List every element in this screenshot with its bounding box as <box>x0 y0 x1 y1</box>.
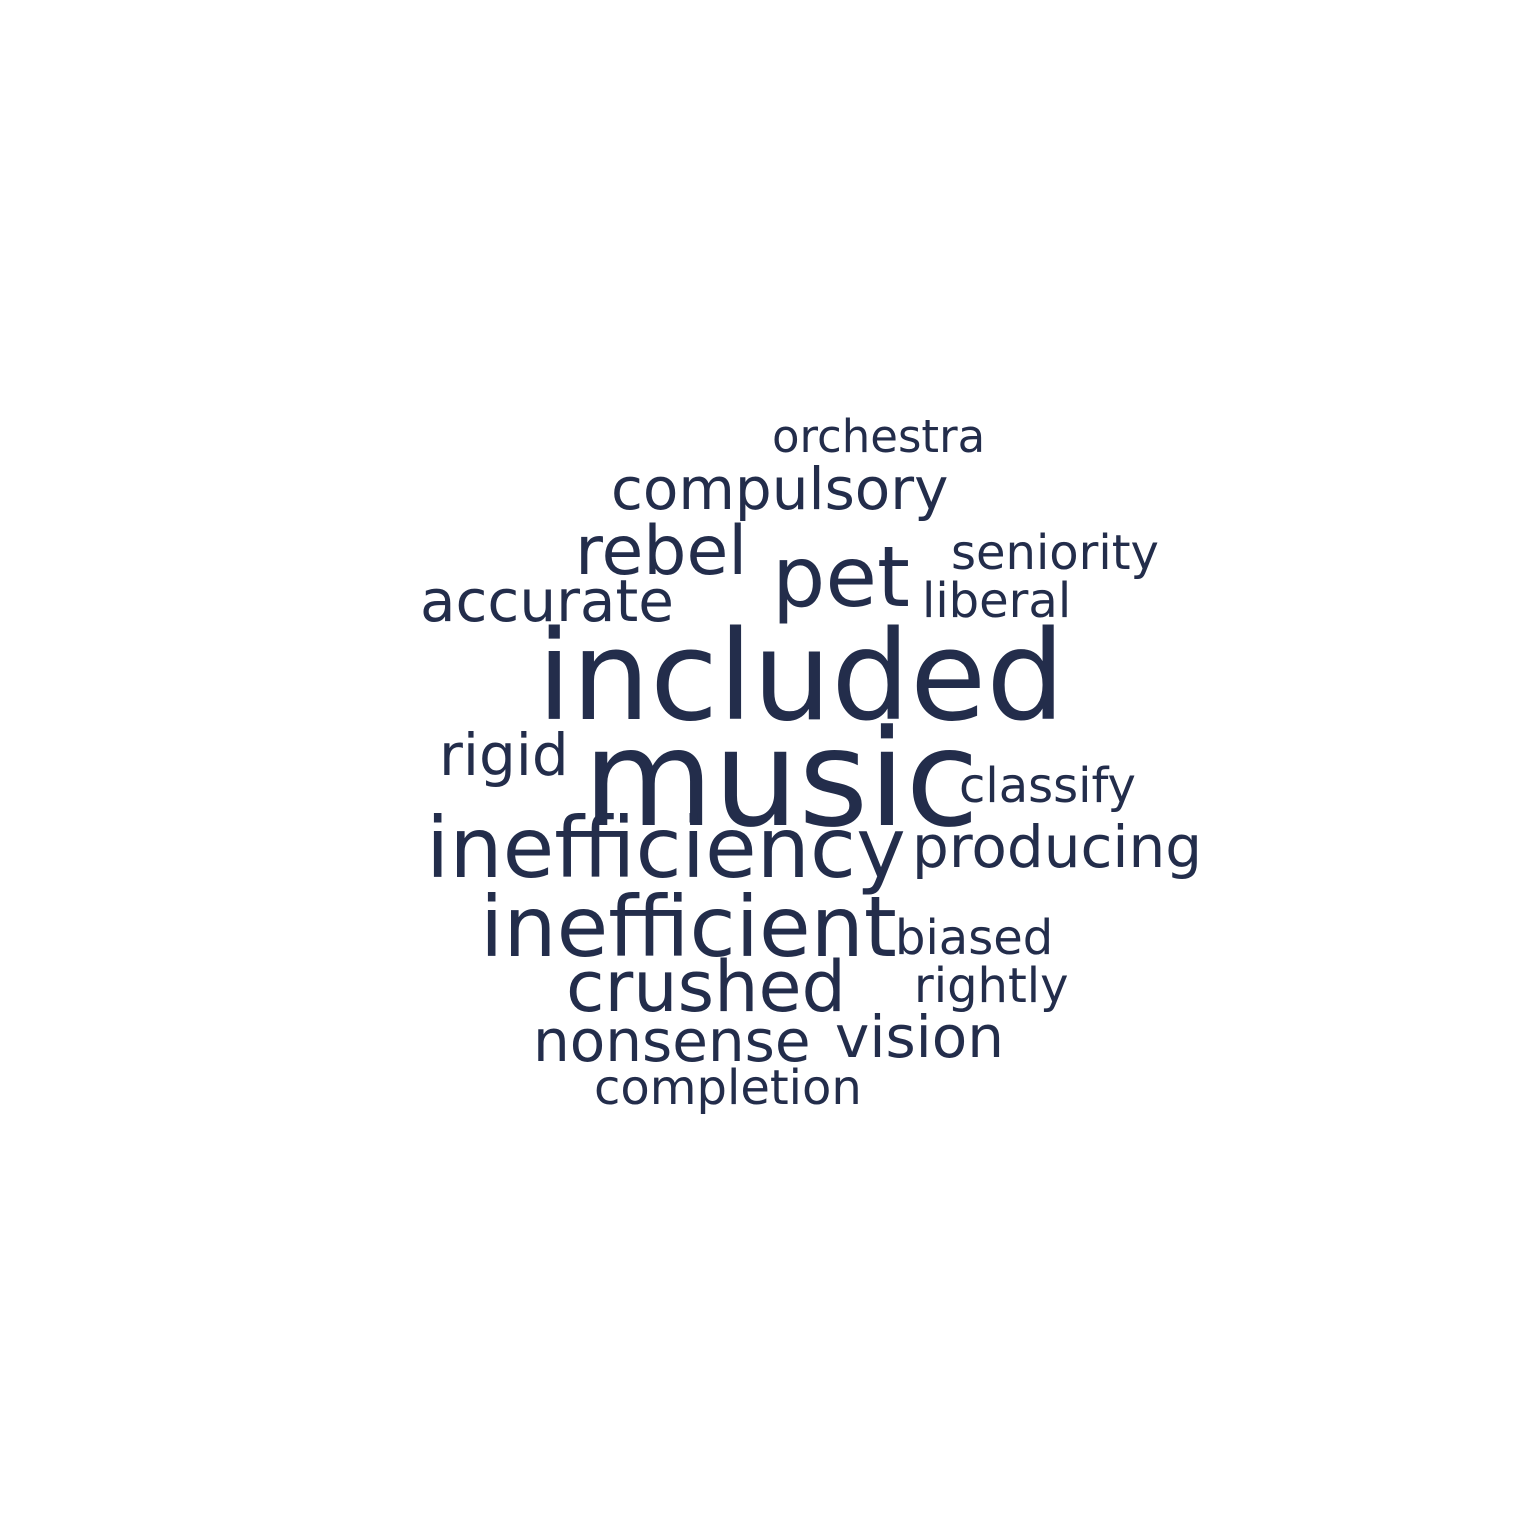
word-nonsense: nonsense <box>533 1007 811 1075</box>
word-classify: classify <box>959 758 1136 814</box>
word-orchestra: orchestra <box>772 410 986 463</box>
word-producing: producing <box>912 813 1203 881</box>
word-compulsory: compulsory <box>611 455 949 523</box>
word-pet: pet <box>772 528 910 626</box>
word-inefficient: inefficient <box>480 878 897 976</box>
word-rebel: rebel <box>575 512 748 591</box>
word-music: music <box>583 701 980 857</box>
word-liberal: liberal <box>922 573 1072 629</box>
word-inefficiency: inefficiency <box>426 799 906 897</box>
word-included: included <box>537 605 1065 749</box>
word-vision: vision <box>835 1003 1005 1071</box>
word-rigid: rigid <box>439 721 569 789</box>
word-seniority: seniority <box>951 525 1159 581</box>
word-biased: biased <box>895 910 1054 966</box>
word-crushed: crushed <box>566 946 846 1028</box>
word-accurate: accurate <box>420 567 674 635</box>
word-rightly: rightly <box>914 958 1069 1014</box>
word-completion: completion <box>594 1060 862 1116</box>
